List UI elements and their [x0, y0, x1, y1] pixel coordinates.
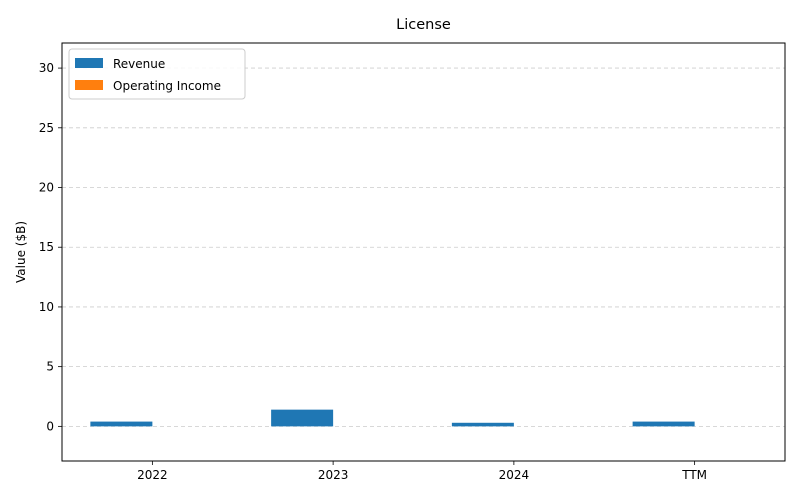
- bar-revenue: [271, 409, 334, 427]
- chart-title: License: [396, 17, 451, 33]
- grid-lines: [62, 67, 785, 427]
- y-tick-label: 20: [39, 181, 54, 195]
- y-tick-label: 30: [39, 61, 54, 75]
- x-tick-label: 2024: [499, 468, 530, 482]
- bar-revenue: [90, 421, 153, 427]
- x-tick-label: TTM: [681, 468, 707, 482]
- y-tick-label: 10: [39, 300, 54, 314]
- y-axis-label: Value ($B): [14, 221, 28, 283]
- y-axis-ticks: 0 5 10 15 20 25 30: [39, 61, 62, 433]
- x-tick-label: 2023: [318, 468, 349, 482]
- legend-label: Revenue: [113, 57, 165, 71]
- legend-frame: [68, 48, 246, 100]
- y-tick-label: 5: [46, 360, 54, 374]
- y-tick-label: 25: [39, 121, 54, 135]
- y-tick-label: 15: [39, 240, 54, 254]
- bar-revenue: [632, 421, 695, 427]
- bars: [90, 409, 695, 427]
- legend: Revenue Operating Income: [68, 48, 246, 100]
- legend-label: Operating Income: [113, 79, 221, 93]
- legend-swatch: [75, 80, 103, 90]
- plot-area-frame: [61, 42, 786, 462]
- bar-revenue: [451, 422, 514, 427]
- x-axis-ticks: 2022 2023 2024 TTM: [137, 461, 707, 482]
- y-tick-label: 0: [46, 419, 54, 433]
- legend-swatch: [75, 58, 103, 68]
- x-tick-label: 2022: [137, 468, 168, 482]
